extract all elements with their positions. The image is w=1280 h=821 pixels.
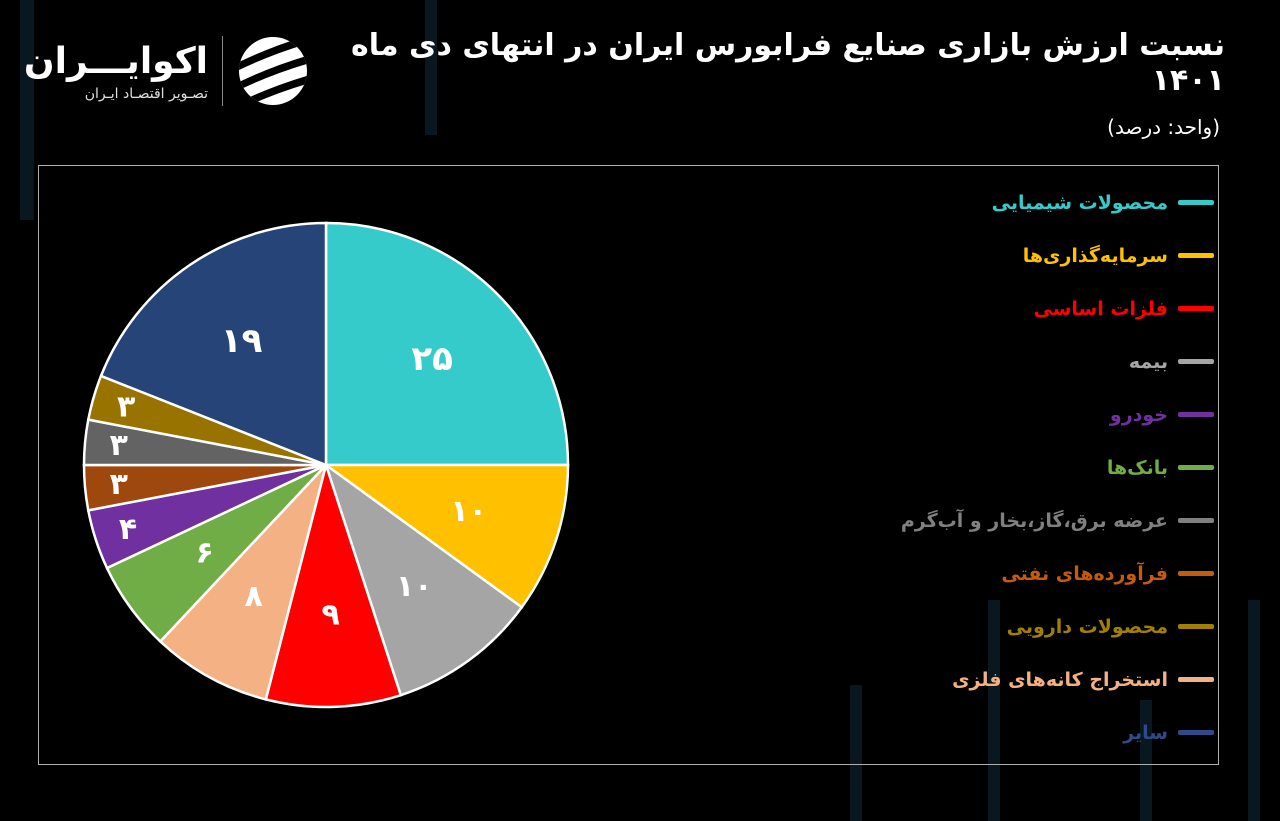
slice-value-label: ۶ <box>195 536 213 571</box>
background-decoration <box>20 0 34 220</box>
legend-item: عرضه برق،گاز،بخار و آب‌گرم <box>834 494 1214 547</box>
legend-swatch <box>1178 253 1214 258</box>
legend-item: فرآورده‌های نفتی <box>834 547 1214 600</box>
slice-value-label: ۸ <box>245 579 263 614</box>
slice-value-label: ۹ <box>322 597 340 632</box>
pie-slice <box>322 463 570 609</box>
logo-name: اکوایـــران <box>23 41 208 82</box>
logo-text: اکوایـــران تصـویر اقتصـاد ایـران <box>24 40 208 102</box>
legend-swatch <box>1178 730 1214 735</box>
legend-swatch <box>1178 412 1214 417</box>
chart-title: نسبت ارزش بازاری صنایع فرابورس ایران در … <box>350 28 1225 98</box>
background-decoration <box>988 600 1000 821</box>
logo: اکوایـــران تصـویر اقتصـاد ایـران <box>24 32 310 110</box>
pie-slice <box>158 464 328 701</box>
legend-swatch <box>1178 624 1214 629</box>
legend-item: بیمه <box>834 335 1214 388</box>
legend-item: بانک‌ها <box>834 441 1214 494</box>
legend-item: سرمایه‌گذاری‌ها <box>834 229 1214 282</box>
logo-divider <box>222 36 223 106</box>
legend-label: فرآورده‌های نفتی <box>1001 562 1168 585</box>
background-decoration <box>1140 700 1152 821</box>
legend-label: محصولات شیمیایی <box>991 191 1168 214</box>
legend-label: محصولات دارویی <box>1006 615 1168 638</box>
legend-label: عرضه برق،گاز،بخار و آب‌گرم <box>900 509 1168 532</box>
slice-value-label: ۴ <box>119 512 137 547</box>
slice-value-label: ۱۰ <box>450 494 487 529</box>
pie-slice <box>264 460 403 709</box>
slice-value-label: ۳ <box>117 389 135 424</box>
legend-item: خودرو <box>834 388 1214 441</box>
pie-slice <box>99 221 328 467</box>
logo-subtitle: تصـویر اقتصـاد ایـران <box>84 86 208 102</box>
ecoiran-logo-icon <box>239 37 307 105</box>
legend-label: بیمه <box>1128 350 1168 373</box>
background-decoration <box>1248 600 1260 821</box>
slice-value-label: ۱۰ <box>396 569 433 604</box>
legend-label: سایر <box>1123 721 1168 744</box>
legend-swatch <box>1178 306 1214 311</box>
slice-value-label: ۱۹ <box>221 321 263 361</box>
legend-label: سرمایه‌گذاری‌ها <box>1022 244 1168 267</box>
legend-item: استخراج کانه‌های فلزی <box>834 653 1214 706</box>
legend-swatch <box>1178 465 1214 470</box>
background-decoration <box>425 0 437 135</box>
legend-swatch <box>1178 359 1214 364</box>
slice-value-label: ۲۵ <box>411 339 453 379</box>
legend-swatch <box>1178 518 1214 523</box>
legend-item: محصولات دارویی <box>834 600 1214 653</box>
pie-slice <box>323 461 524 697</box>
legend-label: بانک‌ها <box>1106 456 1168 479</box>
legend-item: سایر <box>834 706 1214 759</box>
legend-label: فلزات اساسی <box>1033 297 1168 320</box>
legend-swatch <box>1178 200 1214 205</box>
legend-swatch <box>1178 677 1214 682</box>
chart-unit: (واحد: درصد) <box>1107 115 1220 139</box>
chart-frame <box>38 165 1219 765</box>
legend-item: محصولات شیمیایی <box>834 176 1214 229</box>
legend-item: فلزات اساسی <box>834 282 1214 335</box>
pie-slice <box>324 221 570 467</box>
slice-value-label: ۳ <box>110 467 128 502</box>
background-decoration <box>850 685 862 821</box>
chart-legend: محصولات شیمیایی سرمایه‌گذاری‌ها فلزات اساس… <box>834 176 1214 759</box>
legend-swatch <box>1178 571 1214 576</box>
slice-value-label: ۳ <box>110 428 128 463</box>
legend-label: استخراج کانه‌های فلزی <box>952 668 1168 691</box>
legend-label: خودرو <box>1109 403 1168 426</box>
